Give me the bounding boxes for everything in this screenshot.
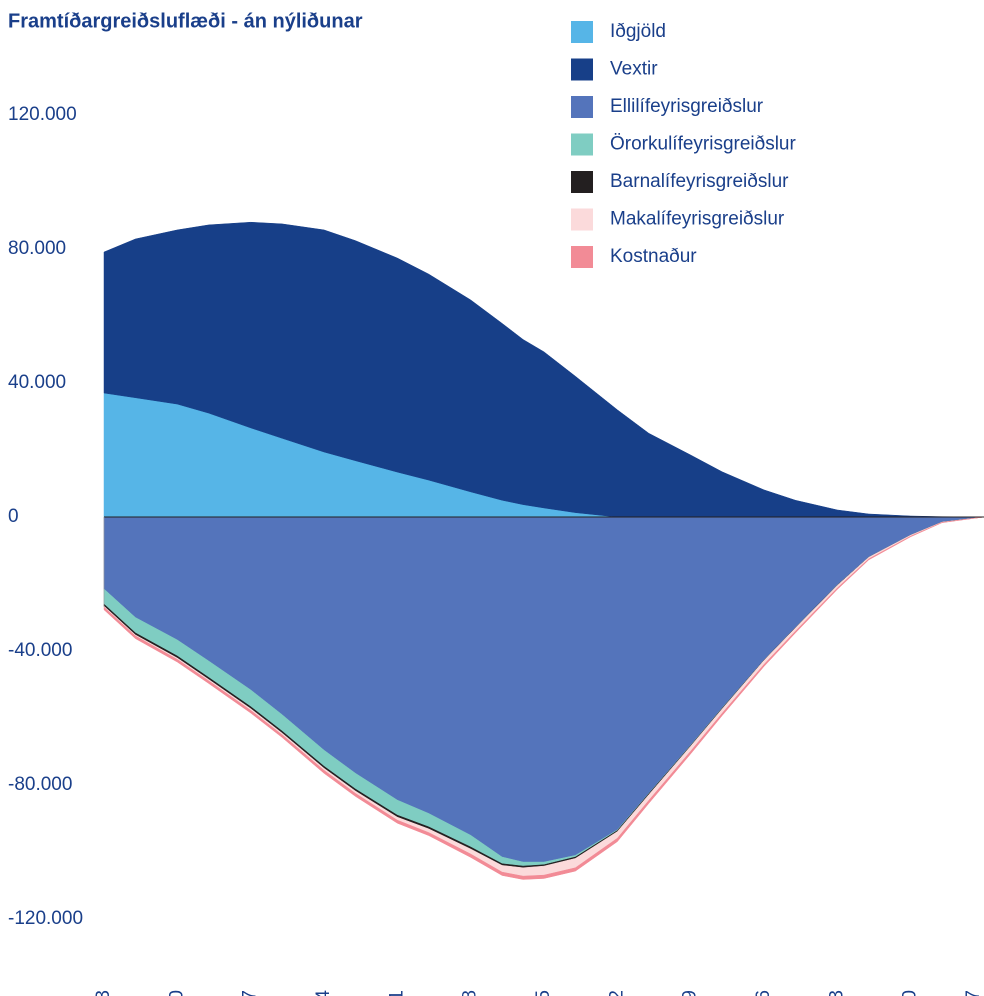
x-tick-label: 2058 <box>460 990 481 996</box>
y-tick-label: 120.000 <box>8 104 77 125</box>
legend-label: Vextir <box>610 59 658 80</box>
y-tick-label: 40.000 <box>8 372 66 393</box>
legend-label: Örorkulífeyrisgreiðslur <box>610 134 796 155</box>
y-tick-label: -120.000 <box>8 908 83 929</box>
legend-swatch <box>571 208 593 231</box>
x-tick-label: 2100 <box>900 990 921 996</box>
x-tick-label: 2044 <box>313 990 334 996</box>
chart-title: Framtíðargreiðsluflæði - án nýliðunar <box>8 10 363 32</box>
legend-label: Makalífeyrisgreiðslur <box>610 209 785 230</box>
x-tick-label: 2107 <box>963 990 984 996</box>
legend-swatch <box>571 246 593 268</box>
y-tick-label: 0 <box>8 506 19 527</box>
legend-swatch <box>571 171 593 193</box>
legend-swatch <box>571 133 593 156</box>
x-tick-label: 2079 <box>680 990 701 996</box>
legend-label: Barnalífeyrisgreiðslur <box>610 171 789 192</box>
x-tick-label: 2030 <box>166 990 187 996</box>
x-tick-label: 2072 <box>606 990 627 996</box>
x-tick-label: 2086 <box>753 990 774 996</box>
x-tick-label: 2051 <box>386 990 407 996</box>
legend-label: Iðgjöld <box>610 21 666 42</box>
legend-swatch <box>571 96 593 118</box>
area <box>103 516 984 880</box>
legend-swatch <box>571 21 593 43</box>
y-tick-label: -80.000 <box>8 774 72 795</box>
legend-swatch <box>571 58 593 81</box>
x-tick-label: 2023 <box>93 990 114 996</box>
x-tick-label: 2037 <box>240 990 261 996</box>
x-tick-label: 2065 <box>533 990 554 996</box>
y-tick-label: 80.000 <box>8 238 66 259</box>
y-tick-label: -40.000 <box>8 640 72 661</box>
legend-label: Kostnaður <box>610 246 697 267</box>
x-tick-label: 2093 <box>826 990 847 996</box>
legend-label: Ellilífeyrisgreiðslur <box>610 96 764 117</box>
